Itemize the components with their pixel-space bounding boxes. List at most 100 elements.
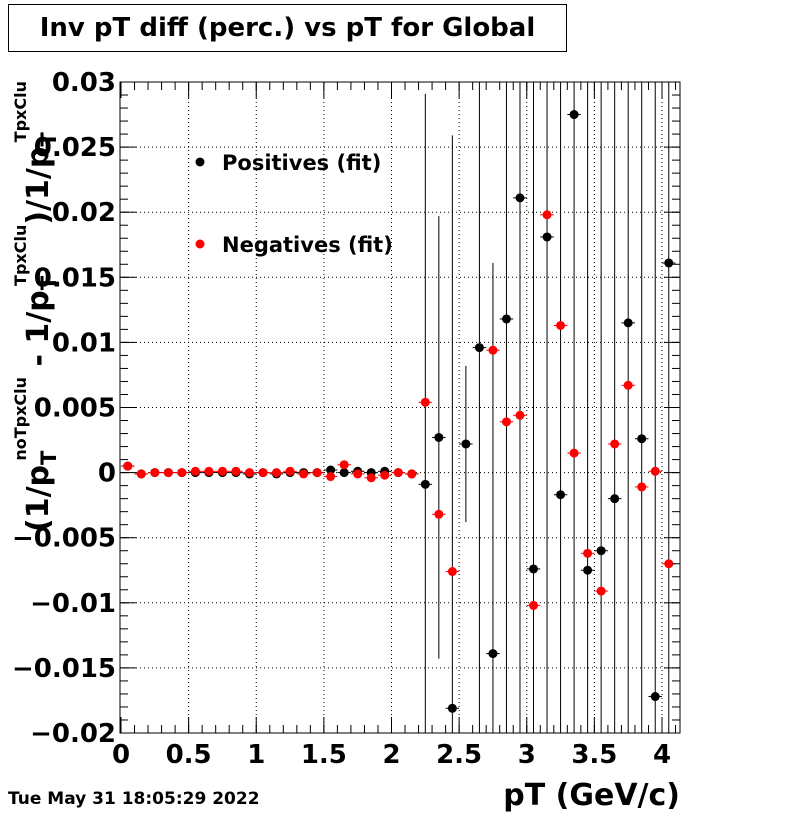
data-point xyxy=(299,469,309,479)
y-tick-label: 0.015 xyxy=(34,263,116,293)
data-point xyxy=(231,466,241,476)
y-axis-label-part: - 1/p xyxy=(21,290,56,377)
tick-labels: 0 0.5 1 1.5 2 2.5 3 3.5 4 −0.02 −0.015 −0.01 −0.005 0… xyxy=(12,68,671,770)
data-point xyxy=(339,460,349,470)
data-point xyxy=(461,439,471,449)
data-point xyxy=(285,466,295,476)
legend-entry: Negatives (fit) xyxy=(222,233,393,257)
data-point xyxy=(583,565,593,575)
y-axis-label-part: TpxClu xyxy=(11,81,30,142)
data-point xyxy=(556,490,566,500)
data-point xyxy=(366,473,376,483)
data-point xyxy=(474,343,484,353)
data-point xyxy=(434,509,444,519)
legend-marker xyxy=(195,157,205,167)
y-axis-label-part: T xyxy=(37,275,61,290)
legend-marker xyxy=(195,239,205,249)
legend-entry: Positives (fit) xyxy=(222,151,381,175)
grid xyxy=(120,82,680,733)
x-tick-label: 3 xyxy=(518,740,536,770)
y-tick-label: −0.02 xyxy=(30,719,116,749)
data-point xyxy=(123,461,133,471)
data-point xyxy=(326,472,336,482)
data-point xyxy=(596,546,606,556)
data-point xyxy=(393,468,403,478)
data-point xyxy=(501,314,511,324)
y-axis-label-part: T xyxy=(37,132,61,147)
series-negatives xyxy=(121,210,676,610)
data-point xyxy=(217,466,227,476)
data-point xyxy=(150,468,160,478)
data-point xyxy=(637,434,647,444)
y-tick-label: −0.015 xyxy=(12,654,116,684)
y-axis-label-part: )/1/p xyxy=(21,147,56,225)
x-tick-label: 0 xyxy=(112,740,130,770)
y-tick-label: 0.025 xyxy=(34,133,116,163)
data-point xyxy=(447,703,457,713)
data-point xyxy=(515,193,525,203)
data-point xyxy=(501,417,511,427)
y-axis-label-part: TpxClu xyxy=(11,225,30,286)
y-axis-label: (1/pTnoTpxClu - 1/pTTpxClu)/1/pTTpxClu xyxy=(11,81,61,532)
data-point xyxy=(339,468,349,478)
y-tick-label: 0.01 xyxy=(52,328,116,358)
y-tick-label: 0.03 xyxy=(52,68,116,98)
data-point xyxy=(583,548,593,558)
data-point xyxy=(556,320,566,330)
data-point xyxy=(529,600,539,610)
data-point xyxy=(515,410,525,420)
data-point xyxy=(326,465,336,475)
data-point xyxy=(447,567,457,577)
data-point xyxy=(258,468,268,478)
x-tick-label: 1 xyxy=(247,740,265,770)
data-point xyxy=(204,466,214,476)
y-tick-label: −0.01 xyxy=(30,589,116,619)
data-point xyxy=(664,258,674,268)
data-point xyxy=(353,469,363,479)
data-point xyxy=(569,110,579,120)
y-axis-label-part: (1/p xyxy=(21,465,56,532)
data-point xyxy=(596,586,606,596)
data-point xyxy=(244,468,254,478)
axis-ticks xyxy=(120,81,680,734)
data-point xyxy=(542,232,552,242)
data-point xyxy=(569,448,579,458)
data-point xyxy=(529,564,539,574)
data-point xyxy=(190,466,200,476)
data-marks xyxy=(121,82,676,733)
y-axis-label-part: T xyxy=(37,450,61,465)
x-tick-label: 2.5 xyxy=(436,740,482,770)
y-tick-label: 0.02 xyxy=(52,198,116,228)
legend: Positives (fit) Negatives (fit) xyxy=(195,151,393,257)
data-point xyxy=(407,469,417,479)
data-point xyxy=(434,432,444,442)
data-point xyxy=(542,210,552,220)
data-point xyxy=(488,649,498,659)
y-tick-label: 0.005 xyxy=(34,394,116,424)
data-point xyxy=(420,479,430,489)
x-tick-label: 0.5 xyxy=(166,740,212,770)
x-tick-label: 2 xyxy=(382,740,400,770)
data-point xyxy=(650,466,660,476)
data-point xyxy=(637,482,647,492)
x-tick-label: 4 xyxy=(653,740,671,770)
data-point xyxy=(610,439,620,449)
y-axis-label-text: (1/pTnoTpxClu - 1/pTTpxClu)/1/pTTpxClu xyxy=(11,81,61,532)
datestamp: Tue May 31 18:05:29 2022 xyxy=(8,789,260,809)
x-axis-label: pT (GeV/c) xyxy=(503,778,680,813)
data-point xyxy=(177,468,187,478)
data-point xyxy=(312,468,322,478)
data-point xyxy=(488,345,498,355)
x-tick-label: 1.5 xyxy=(301,740,347,770)
data-point xyxy=(136,469,146,479)
x-tick-label: 3.5 xyxy=(571,740,617,770)
chart-title: Inv pT diff (perc.) vs pT for Global xyxy=(8,4,567,52)
data-point xyxy=(650,692,660,702)
y-axis-label-part: noTpxClu xyxy=(11,377,30,461)
data-point xyxy=(272,468,282,478)
data-point xyxy=(623,318,633,328)
y-tick-label: −0.005 xyxy=(12,524,116,554)
data-point xyxy=(380,470,390,480)
data-point xyxy=(420,397,430,407)
